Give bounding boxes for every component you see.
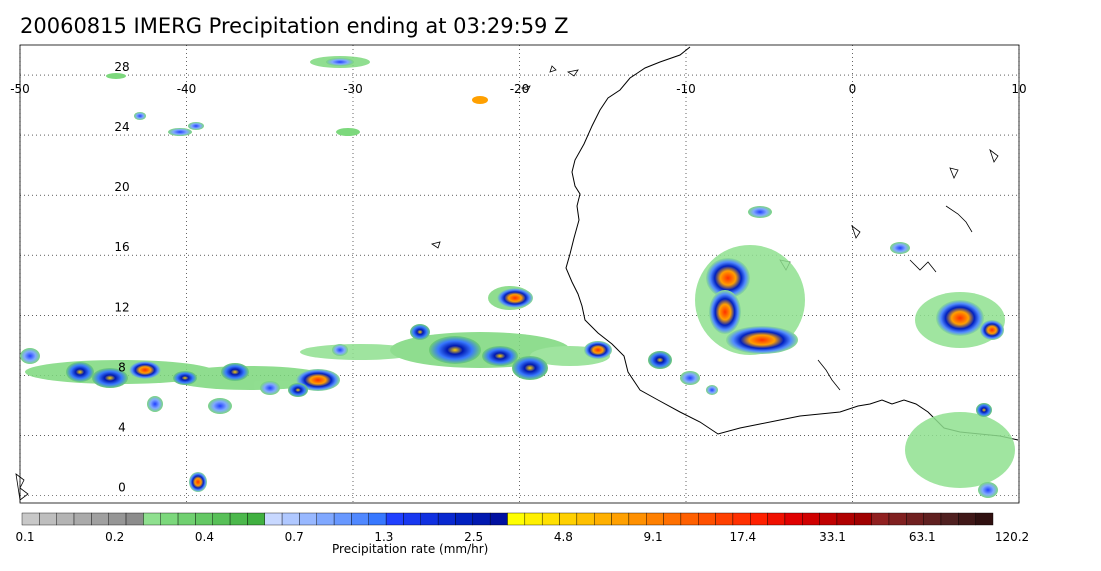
colorbar-label: 1.3 bbox=[374, 530, 394, 544]
colorbar-swatch bbox=[281, 512, 300, 526]
colorbar-swatch bbox=[854, 512, 872, 526]
west-africa-coastline bbox=[565, 46, 1019, 441]
longitude-tick-label: 10 bbox=[1011, 82, 1026, 96]
colorbar-swatch bbox=[871, 512, 890, 526]
colorbar-swatch bbox=[507, 512, 526, 526]
colorbar-swatch bbox=[593, 512, 612, 526]
colorbar-swatch bbox=[802, 512, 820, 526]
precipitation-cells bbox=[20, 58, 1004, 498]
colorbar-swatch bbox=[576, 512, 595, 526]
colorbar-swatch bbox=[698, 512, 716, 526]
colorbar-label: 63.1 bbox=[908, 530, 936, 544]
colorbar-swatch bbox=[472, 512, 491, 526]
longitude-tick-label: -30 bbox=[343, 82, 363, 96]
colorbar-swatch bbox=[73, 512, 92, 526]
colorbar-swatch bbox=[906, 512, 924, 526]
colorbar-swatch bbox=[299, 512, 317, 526]
colorbar-swatch bbox=[663, 512, 682, 526]
gulf-coastline-detail bbox=[817, 205, 973, 391]
longitude-tick-labels: -50 -40 -30 -20 -10 0 10 bbox=[10, 82, 1026, 96]
colorbar-swatch bbox=[403, 512, 422, 526]
latitude-tick-label: 8 bbox=[118, 360, 126, 374]
colorbar-label: 33.1 bbox=[819, 530, 846, 544]
longitude-tick-label: -10 bbox=[676, 82, 696, 96]
colorbar-swatch bbox=[455, 512, 474, 526]
longitude-tick-label: -20 bbox=[510, 82, 530, 96]
colorbar-swatch bbox=[385, 512, 404, 526]
colorbar-swatch bbox=[750, 512, 768, 526]
colorbar-label: 4.8 bbox=[553, 530, 573, 544]
colorbar-swatch bbox=[923, 512, 942, 526]
colorbar-swatch bbox=[888, 512, 907, 526]
colorbar-swatch bbox=[177, 512, 196, 526]
colorbar-swatch bbox=[559, 512, 578, 526]
colorbar-swatches bbox=[21, 512, 994, 526]
latitude-tick-label: 12 bbox=[114, 300, 129, 314]
latitude-tick-label: 28 bbox=[114, 60, 129, 74]
colorbar-swatch bbox=[247, 512, 265, 526]
colorbar-swatch bbox=[784, 512, 803, 526]
colorbar-swatch bbox=[56, 512, 75, 526]
colorbar-swatch bbox=[39, 512, 57, 526]
colorbar-label: 17.4 bbox=[729, 530, 757, 544]
colorbar-swatch bbox=[21, 512, 40, 526]
latitude-tick-label: 16 bbox=[114, 240, 129, 254]
colorbar-swatch bbox=[975, 512, 994, 526]
colorbar-label: 9.1 bbox=[643, 530, 663, 544]
lat-lon-grid bbox=[19, 45, 1020, 503]
colorbar-label: 0.1 bbox=[15, 530, 35, 544]
colorbar-swatch bbox=[836, 512, 855, 526]
colorbar-swatch bbox=[368, 512, 387, 526]
colorbar-swatch bbox=[437, 512, 456, 526]
colorbar-swatch bbox=[628, 512, 647, 526]
colorbar-label: 0.7 bbox=[284, 530, 304, 544]
colorbar-label: 0.2 bbox=[105, 530, 125, 544]
latitude-tick-label: 24 bbox=[114, 120, 129, 134]
colorbar-swatch bbox=[333, 512, 352, 526]
colorbar-swatch bbox=[212, 512, 231, 526]
colorbar-swatch bbox=[91, 512, 109, 526]
colorbar-swatch bbox=[264, 512, 283, 526]
longitude-tick-label: 0 bbox=[849, 82, 857, 96]
colorbar-swatch bbox=[108, 512, 127, 526]
map-title: 20060815 IMERG Precipitation ending at 0… bbox=[20, 14, 569, 38]
colorbar-swatch bbox=[541, 512, 560, 526]
colorbar-swatch bbox=[229, 512, 248, 526]
colorbar-swatch bbox=[160, 512, 179, 526]
colorbar-swatch bbox=[351, 512, 369, 526]
colorbar-swatch bbox=[646, 512, 664, 526]
colorbar-swatch bbox=[524, 512, 543, 526]
colorbar-swatch bbox=[819, 512, 838, 526]
colorbar-swatch bbox=[316, 512, 335, 526]
colorbar-swatch bbox=[732, 512, 751, 526]
longitude-tick-label: -50 bbox=[10, 82, 30, 96]
colorbar-swatch bbox=[940, 512, 959, 526]
colorbar-swatch bbox=[680, 512, 699, 526]
latitude-tick-label: 0 bbox=[118, 480, 126, 494]
latitude-tick-label: 4 bbox=[118, 420, 126, 434]
colorbar-label: 120.2 bbox=[994, 530, 1030, 544]
colorbar-swatch bbox=[611, 512, 630, 526]
colorbar-swatch bbox=[195, 512, 213, 526]
colorbar-swatch bbox=[715, 512, 734, 526]
latitude-tick-labels: 28 24 20 16 12 8 4 0 bbox=[114, 60, 129, 494]
latitude-tick-label: 20 bbox=[114, 180, 129, 194]
colorbar-swatch bbox=[958, 512, 976, 526]
longitude-tick-label: -40 bbox=[177, 82, 197, 96]
colorbar-swatch bbox=[420, 512, 439, 526]
colorbar-label: 2.5 bbox=[464, 530, 484, 544]
colorbar-swatch bbox=[125, 512, 144, 526]
colorbar-swatch bbox=[489, 512, 508, 526]
colorbar-title: Precipitation rate (mm/hr) bbox=[332, 542, 489, 556]
colorbar-label: 0.4 bbox=[194, 530, 214, 544]
colorbar-swatch bbox=[767, 512, 786, 526]
colorbar-swatch bbox=[143, 512, 161, 526]
